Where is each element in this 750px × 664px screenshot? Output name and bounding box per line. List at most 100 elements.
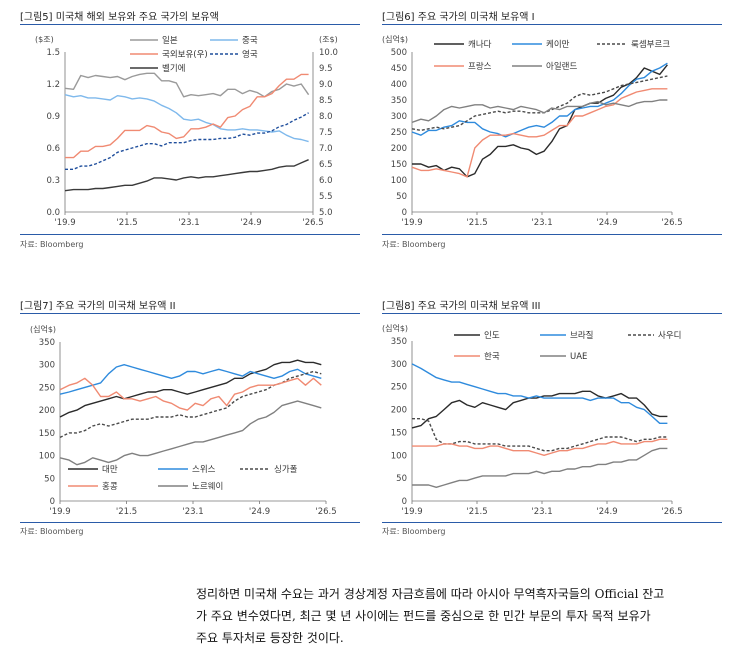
y-tick-label: 100 bbox=[39, 452, 55, 462]
series-line-1 bbox=[59, 364, 322, 395]
x-tick-label: '19.9 bbox=[401, 507, 422, 517]
y-right-tick-label: 9.0 bbox=[319, 80, 333, 90]
x-tick-label: '19.9 bbox=[401, 218, 422, 228]
y-tick-label: 250 bbox=[391, 128, 407, 138]
legend-label: 사우디 bbox=[658, 331, 681, 341]
figure-7-title: [그림7] 주요 국가의 미국채 보유액 II bbox=[20, 301, 176, 312]
legend-label: 싱가폴 bbox=[274, 464, 298, 475]
figure-7-chart: (십억$) 0 50 100 150 200 250 300 350 '19.9 '21.5 '23.… bbox=[30, 324, 337, 517]
y-tick-label: 250 bbox=[391, 383, 407, 393]
legend-label: 룩셈부르크 bbox=[631, 40, 670, 50]
y-tick-label: 200 bbox=[391, 406, 407, 416]
figure-7: [그림7] 주요 국가의 미국채 보유액 II (십억$) 0 50 100 150 20… bbox=[20, 297, 360, 537]
x-tick-label: '26.5 bbox=[661, 218, 682, 228]
x-tick-label: '19.9 bbox=[54, 218, 75, 228]
figure-5-bottom-rule bbox=[20, 234, 360, 235]
y-tick-label: 0.0 bbox=[46, 208, 60, 218]
legend-label: 브라질 bbox=[570, 330, 593, 341]
series-line-4 bbox=[411, 99, 668, 124]
figure-8-bottom-rule bbox=[382, 522, 722, 523]
legend-label: 국외보유(우) bbox=[162, 49, 208, 60]
series-line-1 bbox=[64, 94, 309, 143]
y-tick-label: 250 bbox=[39, 383, 55, 393]
y-tick-label: 400 bbox=[391, 80, 407, 90]
summary-line-2: 가 주요 변수였다면, 최근 몇 년 사이에는 펀드를 중심으로 한 민간 부문… bbox=[196, 609, 651, 623]
figure-8-top-rule bbox=[382, 313, 722, 314]
legend-label: 노르웨이 bbox=[192, 481, 223, 492]
series-line-3 bbox=[411, 88, 668, 178]
figure-6-top-rule bbox=[382, 24, 722, 25]
y-tick-label: 0.9 bbox=[46, 112, 60, 122]
y-right-tick-label: 7.5 bbox=[319, 128, 333, 138]
series-line-0 bbox=[412, 64, 668, 178]
y-tick-label: 200 bbox=[39, 406, 55, 416]
figure-5-source: 자료: Bloomberg bbox=[20, 240, 84, 249]
y-tick-label: 150 bbox=[391, 428, 407, 438]
y-tick-label: 0.6 bbox=[46, 144, 60, 154]
series-line-0 bbox=[64, 72, 310, 98]
figure-7-top-rule bbox=[20, 313, 360, 314]
y-right-tick-label: 8.5 bbox=[319, 96, 333, 106]
series-line-2 bbox=[65, 73, 309, 159]
figure-8-chart: (십억$) 0 50 100 150 200 250 300 350 '19.9 '21.5 '23.… bbox=[382, 323, 683, 517]
legend-label: 케이만 bbox=[546, 39, 570, 50]
series-line-1 bbox=[411, 363, 668, 425]
left-axis-unit: ($조) bbox=[35, 35, 54, 44]
figure-5: [그림5] 미국채 해외 보유와 주요 국가의 보유액 ($조) (조$) 0.0 0… bbox=[20, 8, 360, 249]
y-tick-label: 450 bbox=[391, 64, 407, 74]
y-tick-label: 1.2 bbox=[46, 80, 60, 90]
y-right-tick-label: 8.0 bbox=[319, 112, 333, 122]
series-line-0 bbox=[59, 359, 322, 418]
y-tick-label: 150 bbox=[39, 429, 55, 439]
y-tick-label: 0 bbox=[50, 497, 55, 507]
x-tick-label: '21.5 bbox=[116, 218, 137, 228]
figure-6-chart: (십억$) 0 50 100 150 200 250 300 350 400 450 500 '19.9… bbox=[382, 34, 683, 228]
left-axis-unit: (십억$) bbox=[30, 324, 56, 334]
y-tick-label: 0 bbox=[402, 208, 407, 218]
figure-5-top-rule bbox=[20, 24, 360, 25]
legend-label: 프랑스 bbox=[468, 61, 492, 72]
x-tick-label: '23.1 bbox=[182, 507, 203, 517]
x-tick-label: '21.5 bbox=[116, 507, 137, 517]
y-right-tick-label: 6.5 bbox=[319, 160, 333, 170]
legend-label: 영국 bbox=[242, 49, 258, 60]
summary-paragraph: 정리하면 미국채 수요는 과거 경상계정 자금흐름에 따라 아시아 무역흑자국들… bbox=[196, 583, 716, 649]
series-line-4 bbox=[64, 159, 309, 192]
series-line-1 bbox=[411, 62, 668, 138]
figure-7-bottom-rule bbox=[20, 522, 360, 523]
y-tick-label: 350 bbox=[391, 337, 407, 347]
legend-label: 아일랜드 bbox=[546, 61, 577, 72]
y-tick-label: 50 bbox=[396, 474, 407, 484]
y-tick-label: 300 bbox=[391, 360, 407, 370]
y-right-tick-label: 7.0 bbox=[319, 144, 333, 154]
x-tick-label: '26.5 bbox=[302, 218, 323, 228]
x-tick-label: '24.9 bbox=[596, 507, 617, 517]
legend-label: UAE bbox=[570, 352, 587, 362]
series-line-3 bbox=[59, 377, 322, 411]
figure-8: [그림8] 주요 국가의 미국채 보유액 III (십억$) 0 50 100 150 2… bbox=[382, 297, 722, 537]
series-line-2 bbox=[411, 75, 668, 132]
x-tick-label: '24.9 bbox=[249, 507, 270, 517]
y-tick-label: 300 bbox=[391, 112, 407, 122]
left-axis-unit: (십억$) bbox=[382, 34, 408, 44]
x-tick-label: '21.5 bbox=[466, 218, 487, 228]
series-line-3 bbox=[65, 112, 309, 171]
x-tick-label: '24.9 bbox=[240, 218, 261, 228]
legend-label: 캐나다 bbox=[468, 40, 492, 50]
y-right-tick-label: 6.0 bbox=[319, 176, 333, 186]
legend-label: 대만 bbox=[102, 465, 118, 475]
legend-label: 스위스 bbox=[192, 465, 216, 475]
series-line-4 bbox=[412, 447, 668, 489]
legend-label: 벨기에 bbox=[162, 63, 185, 74]
y-tick-label: 50 bbox=[396, 192, 407, 202]
y-tick-label: 100 bbox=[391, 451, 407, 461]
figure-5-title: [그림5] 미국채 해외 보유와 주요 국가의 보유액 bbox=[20, 12, 219, 23]
x-tick-label: '23.1 bbox=[531, 218, 552, 228]
x-tick-label: '23.1 bbox=[531, 507, 552, 517]
figure-8-source: 자료: Bloomberg bbox=[382, 527, 446, 536]
y-tick-label: 1.5 bbox=[46, 48, 60, 58]
y-tick-label: 50 bbox=[44, 474, 55, 484]
legend-label: 중국 bbox=[242, 36, 258, 46]
summary-line-1: 정리하면 미국채 수요는 과거 경상계정 자금흐름에 따라 아시아 무역흑자국들… bbox=[196, 587, 665, 601]
x-tick-label: '21.5 bbox=[466, 507, 487, 517]
